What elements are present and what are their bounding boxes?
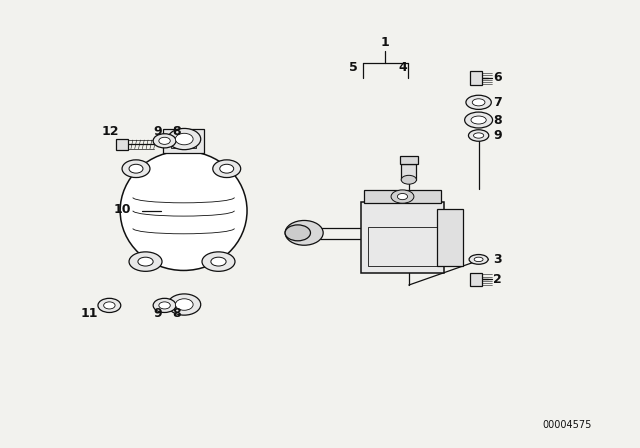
Ellipse shape <box>468 130 489 141</box>
Ellipse shape <box>397 194 408 200</box>
Ellipse shape <box>129 164 143 173</box>
Ellipse shape <box>466 95 492 109</box>
Ellipse shape <box>465 112 493 128</box>
Text: 00004575: 00004575 <box>543 420 592 431</box>
Ellipse shape <box>98 298 121 313</box>
Ellipse shape <box>401 175 417 184</box>
Text: 12: 12 <box>101 125 118 138</box>
Text: 9: 9 <box>493 129 502 142</box>
Text: 7: 7 <box>493 96 502 109</box>
Ellipse shape <box>120 151 247 271</box>
Bar <box>401 164 417 180</box>
Ellipse shape <box>122 160 150 177</box>
Ellipse shape <box>168 129 201 150</box>
Bar <box>437 208 463 266</box>
Ellipse shape <box>159 302 170 309</box>
Ellipse shape <box>474 133 484 138</box>
Ellipse shape <box>138 257 153 266</box>
Ellipse shape <box>168 294 201 315</box>
Bar <box>171 133 196 148</box>
Ellipse shape <box>129 252 162 271</box>
Ellipse shape <box>211 257 226 266</box>
Text: 9: 9 <box>153 125 162 138</box>
Text: 8: 8 <box>493 113 502 126</box>
Bar <box>400 156 418 164</box>
Ellipse shape <box>469 254 488 264</box>
Bar <box>367 227 437 266</box>
Ellipse shape <box>471 116 486 124</box>
Ellipse shape <box>220 164 234 173</box>
Text: 1: 1 <box>381 36 389 49</box>
Ellipse shape <box>285 225 310 241</box>
Ellipse shape <box>104 302 115 309</box>
Ellipse shape <box>391 190 414 203</box>
Text: 10: 10 <box>114 203 131 216</box>
Ellipse shape <box>153 298 176 313</box>
Text: 8: 8 <box>172 307 180 320</box>
Text: 4: 4 <box>398 61 407 74</box>
Ellipse shape <box>202 252 235 271</box>
Text: 8: 8 <box>172 125 180 138</box>
Bar <box>470 273 482 286</box>
Bar <box>361 202 444 273</box>
Text: 5: 5 <box>349 61 357 74</box>
Ellipse shape <box>474 257 483 262</box>
Bar <box>470 71 482 85</box>
Ellipse shape <box>159 137 170 144</box>
Text: 11: 11 <box>80 307 98 320</box>
Ellipse shape <box>472 99 485 106</box>
Ellipse shape <box>175 134 193 145</box>
Text: 3: 3 <box>493 253 502 266</box>
Ellipse shape <box>285 220 323 245</box>
Bar <box>116 138 129 150</box>
Ellipse shape <box>175 299 193 310</box>
Text: 6: 6 <box>493 72 502 85</box>
Text: 9: 9 <box>153 307 162 320</box>
Ellipse shape <box>212 160 241 177</box>
Bar <box>163 129 204 153</box>
Bar <box>364 190 440 203</box>
Text: 2: 2 <box>493 273 502 286</box>
Ellipse shape <box>153 134 176 148</box>
